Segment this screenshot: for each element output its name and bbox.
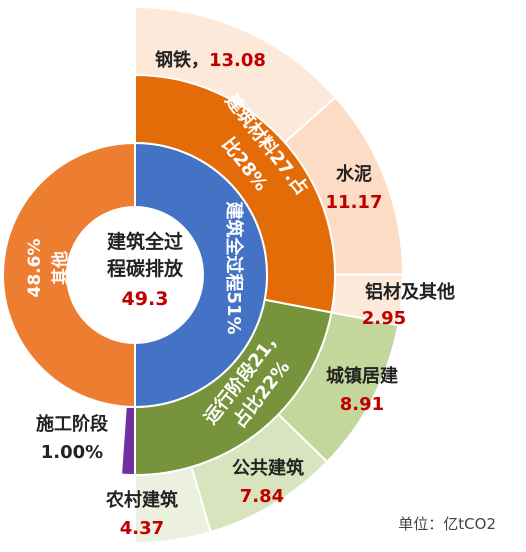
outer-label-rural-name: 农村建筑 [105, 489, 178, 511]
outer-label-public-name: 公共建筑 [232, 457, 304, 479]
inner-ring [1, 141, 268, 409]
center-title-line1: 建筑全过 [107, 230, 183, 253]
unit-label: 单位：亿tCO2 [398, 515, 496, 533]
outer-label-aluminum-name: 铝材及其他 [365, 281, 455, 303]
outer-label-aluminum-value: 2.95 [362, 308, 406, 329]
center-hole [67, 207, 203, 343]
outer-label-rural-value: 4.37 [120, 518, 164, 539]
outer-label-urban-value: 8.91 [340, 394, 384, 415]
inner-label-other-pct: 48.6% [25, 239, 45, 298]
construction-label-value: 1.00% [41, 442, 103, 463]
outer-label-cement-value: 11.17 [326, 192, 383, 213]
outer-label-urban-name: 城镇居建 [326, 365, 398, 387]
middle-slice-construction [119, 405, 136, 477]
center-title-line2: 程碳排放 [107, 257, 184, 280]
outer-ring [134, 5, 405, 545]
center-value: 49.3 [122, 288, 169, 310]
inner-label-other: 其他 [50, 251, 71, 285]
outer-label-steel: 钢铁，13.08 [155, 49, 266, 71]
inner-label-building: 建筑全过程51% [223, 201, 245, 334]
outer-label-public-value: 7.84 [240, 486, 284, 507]
construction-label-name: 施工阶段 [36, 413, 109, 435]
outer-label-cement-name: 水泥 [336, 163, 372, 185]
